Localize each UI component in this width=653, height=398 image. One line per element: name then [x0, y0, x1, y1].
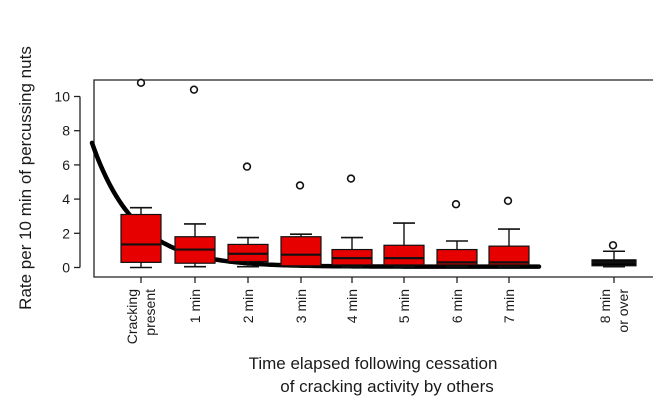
box-7: [436, 200, 478, 268]
y-tick-label: 6: [62, 157, 70, 173]
outlier-point: [346, 174, 356, 183]
y-tick-label: 4: [62, 191, 70, 207]
box-6: [383, 222, 425, 268]
outlier-point: [242, 162, 252, 171]
y-tick-label: 0: [62, 260, 70, 276]
iqr-box: [436, 248, 478, 266]
box-3: [227, 162, 269, 268]
x-category-label: 6 min: [449, 289, 465, 323]
x-category-label: 8 min: [597, 289, 613, 323]
boxes-group: [120, 78, 637, 269]
labels-group: Rate per 10 min of percussing nuts Time …: [16, 46, 631, 396]
x-category-label: 7 min: [501, 289, 517, 323]
x-category-label: 1 min: [187, 289, 203, 323]
y-tick-label: 10: [54, 89, 70, 105]
outlier-point: [451, 200, 461, 209]
x-category-label: Cracking: [124, 289, 140, 344]
axes: 0 2 4 6 8 10: [54, 79, 653, 283]
iqr-box: [488, 245, 530, 266]
x-category-label: or over: [615, 289, 631, 333]
x-axis-title-line-1: Time elapsed following cessation: [249, 354, 498, 373]
box-4: [280, 181, 322, 268]
iqr-box: [280, 236, 322, 267]
outlier-point: [295, 181, 305, 190]
x-category-label: 5 min: [396, 289, 412, 323]
outlier-point: [608, 241, 618, 250]
outlier-point: [503, 196, 513, 206]
outlier-point: [136, 78, 146, 88]
outlier-point: [189, 85, 199, 94]
box-9: [591, 241, 637, 268]
y-tick-label: 8: [62, 123, 70, 139]
y-tick-label: 2: [62, 225, 70, 241]
plot-frame: [93, 79, 653, 278]
box-5: [331, 174, 373, 268]
iqr-box: [383, 244, 425, 266]
y-axis-title: Rate per 10 min of percussing nuts: [16, 46, 35, 310]
x-category-label: 2 min: [240, 289, 256, 323]
x-category-label: present: [142, 289, 158, 336]
x-category-label: 4 min: [344, 289, 360, 323]
box-1: [120, 78, 162, 269]
box-2: [174, 85, 216, 268]
iqr-box: [120, 213, 162, 263]
x-category-label: 3 min: [293, 289, 309, 323]
box-8: [488, 196, 530, 268]
x-axis-title-line-2: of cracking activity by others: [280, 377, 494, 396]
